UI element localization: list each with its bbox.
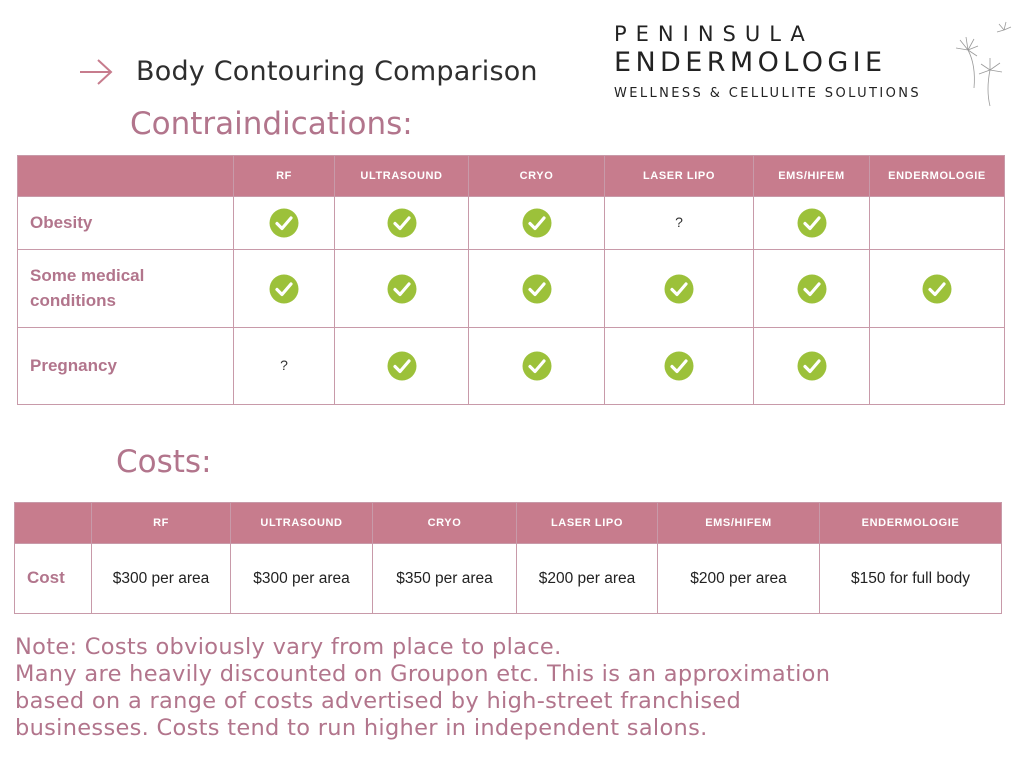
column-header-ems-hifem: EMS/HIFEM	[753, 155, 870, 197]
check-icon	[797, 274, 826, 303]
check-icon	[664, 351, 694, 381]
row-label-medical-conditions: Some medical conditions	[17, 249, 234, 328]
row-label-pregnancy: Pregnancy	[17, 327, 234, 405]
cell-obesity-ems-hifem	[753, 196, 870, 250]
note-line: based on a range of costs advertised by …	[15, 688, 742, 714]
row-label-line: Some medical	[30, 265, 145, 285]
costs-heading: Costs:	[116, 444, 212, 480]
unknown-mark: ?	[280, 357, 288, 373]
cost-laser-lipo: $200 per area	[516, 543, 658, 614]
column-header	[14, 502, 92, 544]
row-label-cost: Cost	[14, 543, 92, 614]
check-icon	[269, 208, 299, 238]
cost-note: Note: Costs obviously vary from place to…	[15, 634, 1015, 742]
check-icon	[387, 351, 416, 381]
table-header-row: RF ULTRASOUND CRYO LASER LIPO EMS/HIFEM …	[17, 155, 1005, 197]
cost-cryo: $350 per area	[372, 543, 517, 614]
column-header-laser-lipo: LASER LIPO	[516, 502, 658, 544]
cell-obesity-ultrasound	[334, 196, 469, 250]
cell-medical-rf	[233, 249, 335, 328]
cell-pregnancy-laser-lipo	[604, 327, 754, 405]
column-header	[17, 155, 234, 197]
brand-tagline: WELLNESS & CELLULITE SOLUTIONS	[614, 86, 921, 101]
cell-obesity-rf	[233, 196, 335, 250]
check-icon	[922, 274, 952, 303]
note-line: Note: Costs obviously vary from place to…	[15, 634, 562, 660]
table-row: Cost $300 per area $300 per area $350 pe…	[14, 543, 1002, 614]
unknown-mark: ?	[675, 214, 683, 230]
cell-medical-ultrasound	[334, 249, 469, 328]
costs-table: RF ULTRASOUND CRYO LASER LIPO EMS/HIFEM …	[14, 502, 1002, 614]
column-header-ultrasound: ULTRASOUND	[230, 502, 373, 544]
dandelion-icon	[955, 21, 1012, 107]
cell-pregnancy-ems-hifem	[753, 327, 870, 405]
cell-medical-endermologie	[869, 249, 1005, 328]
cost-endermologie: $150 for full body	[819, 543, 1002, 614]
column-header-endermologie: ENDERMOLOGIE	[819, 502, 1002, 544]
cell-obesity-cryo	[468, 196, 605, 250]
cell-pregnancy-cryo	[468, 327, 605, 405]
column-header-endermologie: ENDERMOLOGIE	[869, 155, 1005, 197]
cost-rf: $300 per area	[91, 543, 231, 614]
document-title: Body Contouring Comparison	[78, 56, 538, 87]
check-icon	[664, 274, 694, 303]
check-icon	[522, 208, 551, 238]
check-icon	[797, 351, 826, 381]
brand-logo: PENINSULA ENDERMOLOGIE WELLNESS & CELLUL…	[614, 22, 954, 101]
cell-pregnancy-rf: ?	[233, 327, 335, 405]
cell-medical-laser-lipo	[604, 249, 754, 328]
contraindications-heading: Contraindications:	[130, 106, 413, 142]
table-row: Obesity ?	[17, 196, 1005, 250]
brand-name-line2: ENDERMOLOGIE	[614, 47, 887, 78]
cell-medical-cryo	[468, 249, 605, 328]
column-header-ultrasound: ULTRASOUND	[334, 155, 469, 197]
check-icon	[387, 208, 416, 238]
row-label-obesity: Obesity	[17, 196, 234, 250]
cell-obesity-endermologie	[869, 196, 1005, 250]
contraindications-table: RF ULTRASOUND CRYO LASER LIPO EMS/HIFEM …	[17, 155, 1005, 405]
check-icon	[522, 274, 551, 303]
column-header-rf: RF	[91, 502, 231, 544]
cell-pregnancy-endermologie	[869, 327, 1005, 405]
cost-ems-hifem: $200 per area	[657, 543, 820, 614]
note-line: Many are heavily discounted on Groupon e…	[15, 661, 831, 687]
cost-ultrasound: $300 per area	[230, 543, 373, 614]
check-icon	[387, 274, 416, 303]
cell-pregnancy-ultrasound	[334, 327, 469, 405]
column-header-laser-lipo: LASER LIPO	[604, 155, 754, 197]
column-header-cryo: CRYO	[372, 502, 517, 544]
check-icon	[797, 208, 826, 238]
note-line: businesses. Costs tend to run higher in …	[15, 715, 708, 741]
arrow-right-icon	[80, 58, 113, 85]
column-header-ems-hifem: EMS/HIFEM	[657, 502, 820, 544]
check-icon	[269, 274, 299, 303]
column-header-rf: RF	[233, 155, 335, 197]
cell-medical-ems-hifem	[753, 249, 870, 328]
column-header-cryo: CRYO	[468, 155, 605, 197]
table-row: Pregnancy ?	[17, 327, 1005, 405]
table-header-row: RF ULTRASOUND CRYO LASER LIPO EMS/HIFEM …	[14, 502, 1002, 544]
title-text: Body Contouring Comparison	[136, 56, 538, 87]
cell-obesity-laser-lipo: ?	[604, 196, 754, 250]
row-label-line: conditions	[30, 290, 116, 310]
brand-name-line1: PENINSULA	[614, 22, 814, 46]
check-icon	[522, 351, 551, 381]
table-row: Some medical conditions	[17, 249, 1005, 328]
